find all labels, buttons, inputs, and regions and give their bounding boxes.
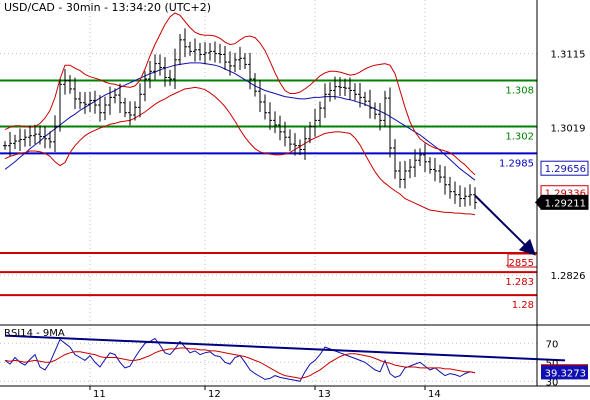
chart-title: USD/CAD - 30min - 13:34:20 (UTC+2) <box>4 1 212 14</box>
level-label: 1.28 <box>512 300 534 311</box>
price-tick-label: 1.2826 <box>551 271 586 282</box>
rsi-ma-line <box>4 347 476 379</box>
last-price-box-label: 1.29211 <box>545 198 586 209</box>
rsi-value-box-label: 39.3273 <box>545 368 586 379</box>
price-tick-label: 1.3019 <box>551 123 586 134</box>
projection-arrow <box>474 194 536 256</box>
rsi-tick-label: 30 <box>546 377 559 388</box>
rsi-layer <box>0 324 590 382</box>
level-layer: 1.308 1.302 1.2985 .2855 1.283 1.28 <box>0 79 538 311</box>
level-label: 1.2985 <box>499 158 534 169</box>
rsi-tick-label: 50 <box>546 358 559 369</box>
x-tick-label: 12 <box>208 389 221 400</box>
x-tick-label: 13 <box>318 389 331 400</box>
level-label: 1.302 <box>505 132 534 143</box>
x-tick-label: 11 <box>93 389 106 400</box>
indicator-layer <box>4 12 476 216</box>
price-bars <box>3 28 477 210</box>
ma-value-box-label: 1.29656 <box>545 164 586 175</box>
price-tick-label: 1.3115 <box>551 50 586 61</box>
rsi-value-box <box>541 365 588 380</box>
bollinger-upper-line <box>4 12 476 176</box>
level-label: .2855 <box>505 258 534 269</box>
level-label: 1.283 <box>505 277 534 288</box>
last-price-pointer <box>535 195 541 210</box>
x-tick-label: 14 <box>428 389 441 400</box>
ma-value-box <box>540 160 589 176</box>
level-label: 1.308 <box>505 86 534 97</box>
rsi-trend-line <box>4 334 566 362</box>
rsi-tick-label: 70 <box>546 339 559 350</box>
bb-value-box-label: 1.29336 <box>545 189 586 200</box>
moving-average-line <box>4 62 476 181</box>
bollinger-lower-line <box>4 86 476 216</box>
rsi-panel-title: RSI14 - 9MA <box>4 328 65 339</box>
